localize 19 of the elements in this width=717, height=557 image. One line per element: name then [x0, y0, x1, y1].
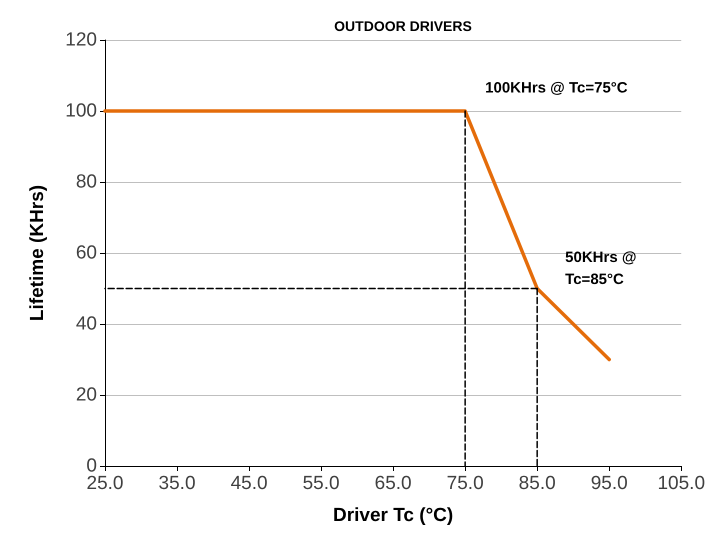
- x-tick-label: 105.0: [657, 473, 705, 494]
- y-tick-label: 40: [76, 314, 97, 334]
- x-tick-label: 85.0: [518, 473, 556, 494]
- y-tick-label: 120: [65, 30, 97, 50]
- annotation: 100KHrs @ Tc=75°C: [485, 80, 628, 96]
- x-axis-title: Driver Tc (°C): [333, 505, 454, 526]
- x-tick-label: 75.0: [446, 473, 484, 494]
- x-tick-label: 65.0: [374, 473, 412, 494]
- y-tick-label: 60: [76, 242, 97, 264]
- y-tick-label: 100: [65, 100, 97, 122]
- x-tick-label: 55.0: [302, 473, 340, 494]
- x-tick-label: 95.0: [590, 473, 628, 494]
- y-tick-label: 80: [76, 172, 97, 192]
- y-axis-title: Lifetime (KHrs): [27, 184, 48, 322]
- x-tick-label: 35.0: [158, 473, 196, 494]
- annotation: 50KHrs @ Tc=85°C: [565, 249, 636, 288]
- y-tick-label: 20: [76, 384, 97, 406]
- x-tick-label: 45.0: [230, 473, 268, 494]
- chart-title: OUTDOOR DRIVERS: [334, 18, 472, 34]
